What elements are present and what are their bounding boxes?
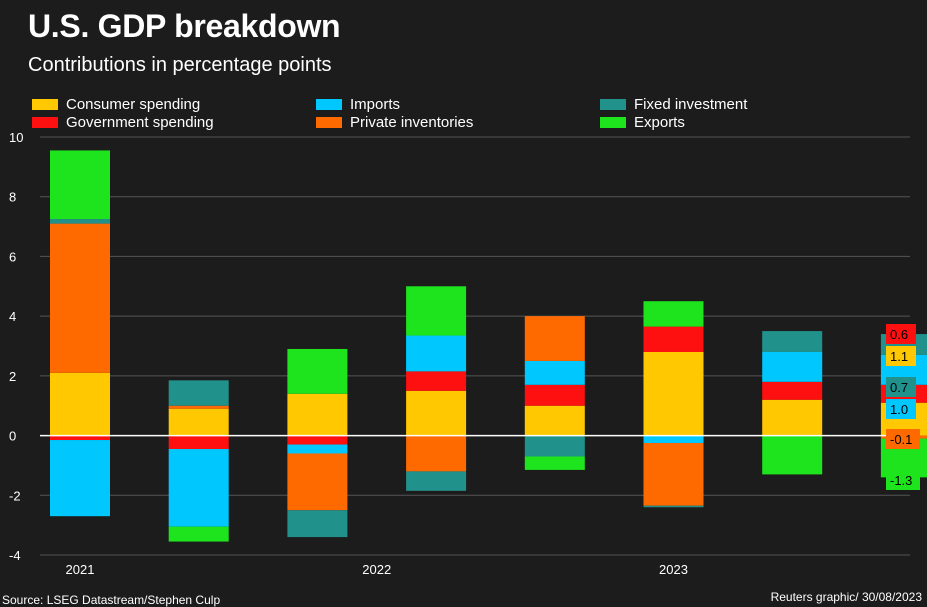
bar-segment	[643, 326, 704, 352]
legend-item-exports: Exports	[600, 113, 685, 131]
end-label-box	[886, 470, 920, 490]
legend-swatch	[316, 98, 342, 110]
bar-segment	[762, 435, 823, 475]
bar-segment	[287, 444, 348, 454]
end-label-box	[886, 324, 916, 344]
legend-item-government-spending: Government spending	[32, 113, 214, 131]
bar-segment	[50, 219, 110, 224]
credit-note: Reuters graphic/ 30/08/2023	[770, 590, 922, 604]
x-tick-label: 2023	[659, 562, 688, 577]
end-value-label: 0.7	[890, 380, 908, 395]
bar-segment	[50, 150, 110, 220]
end-label-box	[886, 346, 916, 366]
bar-segment	[406, 371, 467, 391]
chart-subtitle: Contributions in percentage points	[28, 54, 332, 76]
bar-segment	[168, 405, 229, 409]
bar-segment	[168, 526, 229, 542]
bar-segment	[524, 316, 585, 361]
bar-segment	[524, 360, 585, 385]
legend-label: Government spending	[66, 113, 214, 131]
source-note: Source: LSEG Datastream/Stephen Culp	[2, 593, 221, 607]
bar-segment	[287, 435, 348, 445]
legend-label: Fixed investment	[634, 95, 748, 113]
bar-segment	[524, 435, 585, 457]
end-label-box	[886, 377, 916, 397]
legend-item-consumer-spending: Consumer spending	[32, 95, 200, 113]
bar-segment	[524, 456, 585, 470]
bar-segment	[643, 351, 704, 436]
bar-segment	[643, 301, 704, 327]
y-tick-label: 4	[9, 309, 16, 324]
legend-label: Exports	[634, 113, 685, 131]
legend: Consumer spending Government spending Im…	[32, 95, 892, 135]
bar-segment	[524, 405, 585, 436]
bar-segment	[287, 348, 348, 394]
legend-label: Consumer spending	[66, 95, 201, 113]
end-value-label: 0.6	[890, 327, 908, 342]
end-value-label: -1.3	[890, 473, 912, 488]
bar-segment	[168, 408, 229, 436]
bar-segment	[643, 435, 704, 444]
bar-segment	[643, 443, 704, 506]
bar-segment	[287, 510, 348, 538]
y-tick-label: 10	[9, 130, 23, 145]
legend-swatch	[32, 98, 58, 110]
legend-label: Imports	[350, 95, 401, 113]
end-label-box	[886, 429, 920, 449]
bar-segment	[762, 399, 823, 436]
bar-segment	[406, 435, 467, 472]
bar-segment	[406, 471, 467, 491]
end-value-label: -0.1	[890, 432, 912, 447]
bar-segment	[287, 453, 348, 511]
y-tick-label: -4	[9, 548, 21, 563]
bar-segment	[50, 372, 110, 436]
end-label-box	[886, 399, 916, 419]
bar-segment	[406, 335, 467, 372]
bar-segment	[168, 435, 229, 450]
bar-segment	[406, 390, 467, 436]
bar-segment	[762, 351, 823, 382]
legend-swatch	[32, 116, 58, 128]
y-tick-label: 0	[9, 429, 16, 444]
y-tick-label: 6	[9, 249, 16, 264]
bar-segment	[406, 286, 467, 336]
legend-swatch	[600, 98, 626, 110]
bar-segment	[287, 393, 348, 436]
bar-segment	[762, 381, 823, 400]
bar-segment	[168, 380, 229, 406]
bar-segment	[524, 384, 585, 406]
bar-segment	[50, 223, 110, 373]
end-value-label: 1.1	[890, 349, 908, 364]
x-tick-label: 2021	[66, 562, 95, 577]
y-tick-label: -2	[9, 488, 21, 503]
legend-item-imports: Imports	[316, 95, 400, 113]
chart-title: U.S. GDP breakdown	[28, 8, 341, 44]
legend-swatch	[600, 116, 626, 128]
bar-segment	[762, 331, 823, 352]
bar-segment	[168, 449, 229, 527]
legend-item-fixed-investment: Fixed investment	[600, 95, 747, 113]
y-tick-label: 2	[9, 369, 16, 384]
y-tick-label: 8	[9, 190, 16, 205]
legend-item-private-inventories: Private inventories	[316, 113, 473, 131]
bar-segment	[50, 435, 110, 441]
bar-segment	[50, 440, 110, 517]
legend-swatch	[316, 116, 342, 128]
x-tick-label: 2022	[362, 562, 391, 577]
end-value-label: 1.0	[890, 402, 908, 417]
legend-label: Private inventories	[350, 113, 474, 131]
bar-segment	[643, 505, 704, 508]
